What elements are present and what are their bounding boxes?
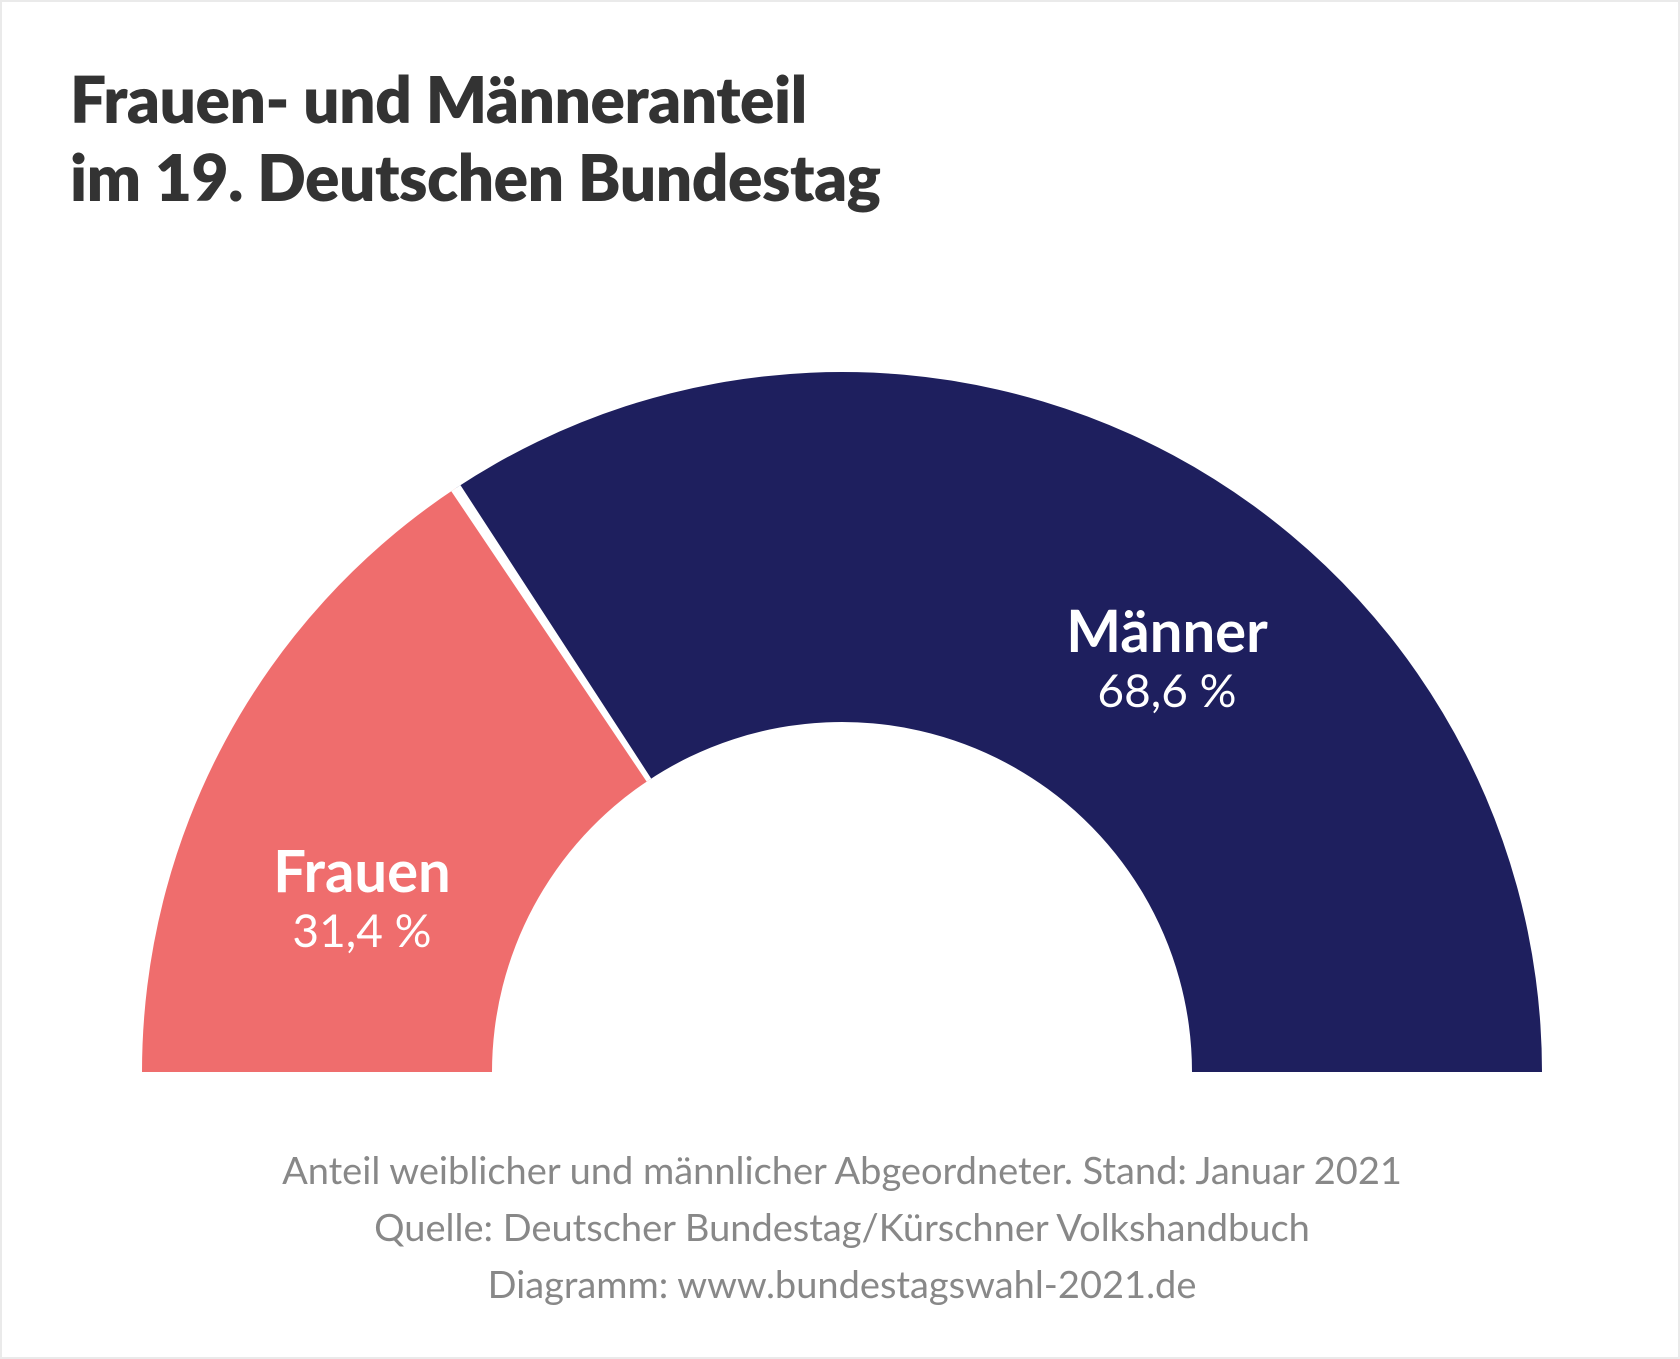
slice-label-frauen: Frauen bbox=[273, 836, 451, 905]
chart-frame: Frauen- und Männeranteil im 19. Deutsche… bbox=[0, 0, 1680, 1359]
footer-line-1: Anteil weiblicher und männlicher Abgeord… bbox=[2, 1142, 1680, 1199]
slice-label-maenner: Männer bbox=[1066, 596, 1268, 665]
footer-line-3: Diagramm: www.bundestagswahl-2021.de bbox=[2, 1256, 1680, 1313]
chart-title: Frauen- und Männeranteil im 19. Deutsche… bbox=[70, 60, 880, 216]
chart-svg: Frauen31,4 % Männer68,6 % bbox=[2, 302, 1680, 1102]
slice-value-maenner: 68,6 % bbox=[1097, 662, 1236, 717]
slice-value-frauen: 31,4 % bbox=[292, 902, 431, 957]
half-donut-chart: Frauen31,4 % Männer68,6 % bbox=[2, 302, 1680, 1102]
chart-title-line2: im 19. Deutschen Bundestag bbox=[70, 138, 880, 215]
footer-line-2: Quelle: Deutscher Bundestag/Kürschner Vo… bbox=[2, 1199, 1680, 1256]
chart-title-line1: Frauen- und Männeranteil bbox=[70, 60, 807, 137]
chart-footer: Anteil weiblicher und männlicher Abgeord… bbox=[2, 1142, 1680, 1313]
slice-maenner bbox=[456, 372, 1542, 1072]
